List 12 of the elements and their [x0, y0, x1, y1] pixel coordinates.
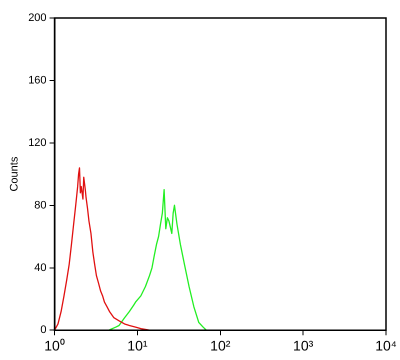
x-tick-label: 10² [210, 337, 231, 354]
x-tick-label: 10³ [293, 337, 314, 354]
x-tick-label: 10⁴ [375, 337, 397, 354]
x-tick-label: 10¹ [127, 337, 148, 354]
y-tick-label: 80 [34, 199, 47, 212]
y-tick-label: 200 [28, 12, 47, 24]
y-tick-label: 120 [28, 136, 47, 149]
y-tick-label: 0 [40, 324, 47, 336]
y-tick-label: 160 [28, 74, 47, 86]
y-tick-label: 40 [34, 262, 47, 274]
x-tick-label: 10⁰ [44, 337, 65, 354]
y-axis-title: Counts [8, 156, 21, 192]
